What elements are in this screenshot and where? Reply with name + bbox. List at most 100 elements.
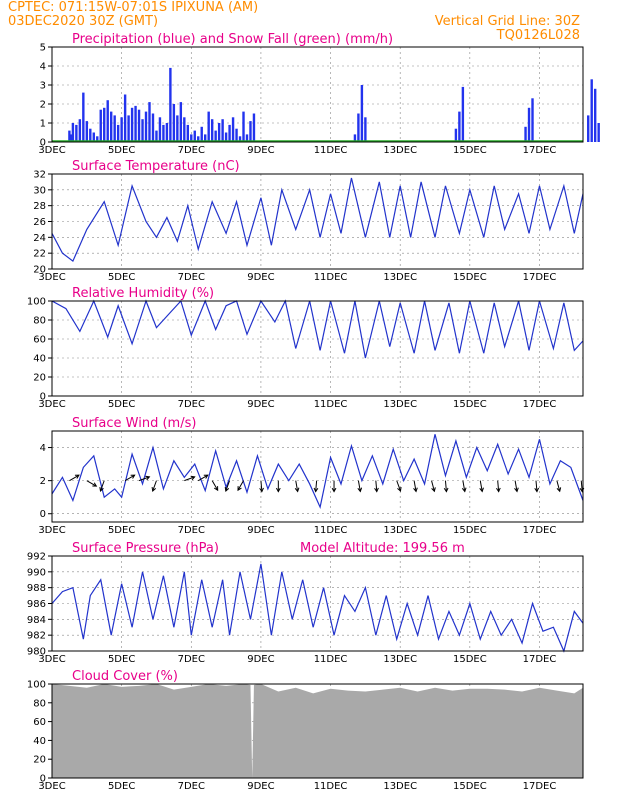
y-tick-label: 100 — [27, 680, 46, 691]
x-tick-label: 11DEC — [314, 781, 348, 792]
wind-vector-head — [374, 487, 379, 493]
panel-frame — [51, 683, 584, 779]
x-tick-label: 5DEC — [108, 272, 135, 283]
wind-vector-head — [461, 487, 467, 493]
x-tick-label: 9DEC — [247, 654, 274, 665]
precip-bar — [224, 132, 228, 142]
x-tick-label: 11DEC — [314, 272, 348, 283]
panel-title: Surface Pressure (hPa) — [72, 541, 219, 556]
x-tick-label: 3DEC — [38, 525, 65, 536]
panel-title: Surface Temperature (nC) — [72, 159, 240, 174]
panel-frame — [51, 173, 584, 270]
precip-bar — [217, 123, 221, 142]
wind-vector-head — [413, 487, 418, 493]
y-tick-label: 24 — [33, 233, 46, 244]
y-tick-label: 3 — [40, 81, 46, 92]
precip-bar — [228, 124, 231, 142]
precip-bar — [242, 111, 245, 142]
x-tick-label: 13DEC — [383, 654, 417, 665]
x-tick-label: 11DEC — [314, 654, 348, 665]
x-tick-label: 5DEC — [108, 399, 135, 410]
precip-bar — [235, 128, 238, 142]
header-datetime: 03DEC2020 30Z (GMT) — [8, 14, 158, 29]
y-tick-label: 2 — [40, 476, 46, 487]
y-tick-label: 80 — [33, 316, 46, 327]
wind-vector — [211, 480, 219, 491]
wind-vector — [69, 474, 80, 482]
wind-vector-head — [514, 487, 519, 493]
x-tick-label: 9DEC — [247, 399, 274, 410]
wind-vector — [225, 480, 231, 492]
precip-bar — [221, 119, 224, 142]
x-tick-label: 5DEC — [108, 781, 135, 792]
x-tick-label: 15DEC — [453, 781, 487, 792]
precip-bar — [165, 123, 169, 142]
x-tick-label: 13DEC — [383, 781, 417, 792]
precip-bar — [71, 123, 75, 142]
wind-vector — [237, 480, 244, 491]
wind-vector-head — [259, 487, 264, 493]
wind-vector — [260, 480, 263, 492]
precip-bar — [190, 134, 193, 142]
precip-bar — [123, 94, 127, 142]
wind-vector-head — [534, 487, 540, 493]
x-tick-label: 13DEC — [383, 525, 417, 536]
y-tick-label: 20 — [33, 373, 46, 384]
y-tick-label: 60 — [33, 335, 46, 346]
wind-vector — [444, 480, 447, 492]
panel-title: Surface Wind (m/s) — [72, 416, 196, 431]
x-tick-label: 15DEC — [453, 654, 487, 665]
precip-bar — [92, 132, 95, 142]
x-tick-label: 7DEC — [178, 654, 205, 665]
panel-frame — [51, 300, 584, 397]
precip-bar — [103, 107, 106, 142]
wind-vector — [580, 480, 583, 492]
x-tick-label: 5DEC — [108, 654, 135, 665]
x-tick-label: 17DEC — [523, 272, 557, 283]
wind-vector-head — [313, 487, 319, 493]
wind-vector-head — [275, 487, 281, 493]
y-tick-label: 0 — [40, 392, 46, 403]
panel-2: 3DEC 5DEC 7DEC 9DEC 11DEC 13DEC 15DEC 17DEC 20 22… — [33, 159, 584, 283]
precip-bar — [197, 136, 200, 142]
precip-bar — [144, 111, 148, 142]
y-tick-label: 990 — [27, 567, 46, 578]
precip-bar — [69, 134, 73, 142]
x-tick-label: 9DEC — [247, 145, 274, 156]
precip-bar — [210, 119, 214, 142]
precip-bar — [109, 111, 113, 142]
precip-bar — [78, 119, 82, 142]
y-tick-label: 986 — [27, 599, 46, 610]
x-tick-label: 15DEC — [453, 525, 487, 536]
panel-6: 3DEC 5DEC 7DEC 9DEC 11DEC 13DEC 15DEC 17DEC 0 20 4… — [27, 669, 584, 792]
y-tick-label: 30 — [33, 185, 46, 196]
precip-bar — [252, 113, 256, 142]
y-tick-label: 0 — [40, 509, 46, 520]
header-station: CPTEC: 071:15W-07:01S IPIXUNA (AM) — [8, 0, 258, 15]
x-tick-label: 9DEC — [247, 272, 274, 283]
precip-bar — [249, 121, 252, 142]
precip-bar — [245, 134, 249, 142]
precip-bar — [357, 113, 360, 142]
wind-vector — [413, 480, 417, 492]
series-line — [51, 177, 584, 263]
y-tick-label: 984 — [27, 615, 46, 626]
wind-vector-head — [213, 486, 219, 492]
precip-bar — [597, 123, 600, 142]
y-tick-label: 20 — [33, 265, 46, 276]
precip-bar — [186, 124, 189, 142]
x-tick-label: 13DEC — [383, 272, 417, 283]
precip-bar — [458, 111, 461, 142]
x-tick-label: 15DEC — [453, 399, 487, 410]
wind-vector — [184, 476, 195, 482]
x-tick-label: 9DEC — [247, 781, 274, 792]
precip-bar — [593, 88, 597, 142]
x-tick-label: 17DEC — [523, 399, 557, 410]
wind-vector-head — [331, 487, 337, 493]
precip-bar — [454, 128, 458, 142]
wind-vector-head — [224, 486, 230, 492]
series-line — [51, 434, 584, 510]
y-tick-label: 4 — [40, 443, 46, 454]
precip-bar — [75, 124, 78, 142]
